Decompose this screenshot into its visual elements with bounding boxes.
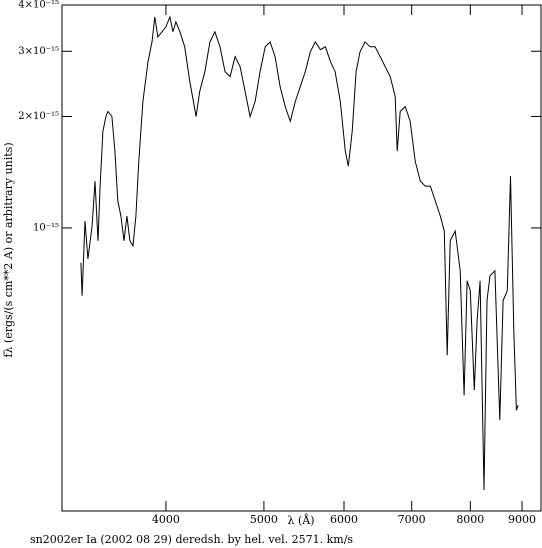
plot-frame — [61, 4, 542, 512]
y-tick-label: 2×10⁻¹⁵ — [18, 111, 59, 122]
y-axis-label: fλ (ergs/(s cm**2 A) or arbitrary units) — [2, 142, 15, 357]
chart-title: sn2002er Ia (2002 08 29) deredsh. by hel… — [30, 533, 353, 546]
x-axis-label: λ (Å) — [288, 513, 315, 527]
x-tick-label: 8000 — [456, 513, 484, 526]
x-tick-label: 9000 — [508, 513, 536, 526]
x-tick-label: 4000 — [152, 513, 180, 526]
x-tick-label: 6000 — [330, 513, 358, 526]
spectrum-line — [80, 15, 519, 491]
y-tick-label: 4×10⁻¹⁵ — [18, 0, 59, 11]
x-tick-label: 5000 — [250, 513, 278, 526]
y-tick-label: 3×10⁻¹⁵ — [18, 46, 59, 57]
y-tick-label: 10⁻¹⁵ — [33, 222, 59, 233]
x-tick-label: 7000 — [398, 513, 426, 526]
